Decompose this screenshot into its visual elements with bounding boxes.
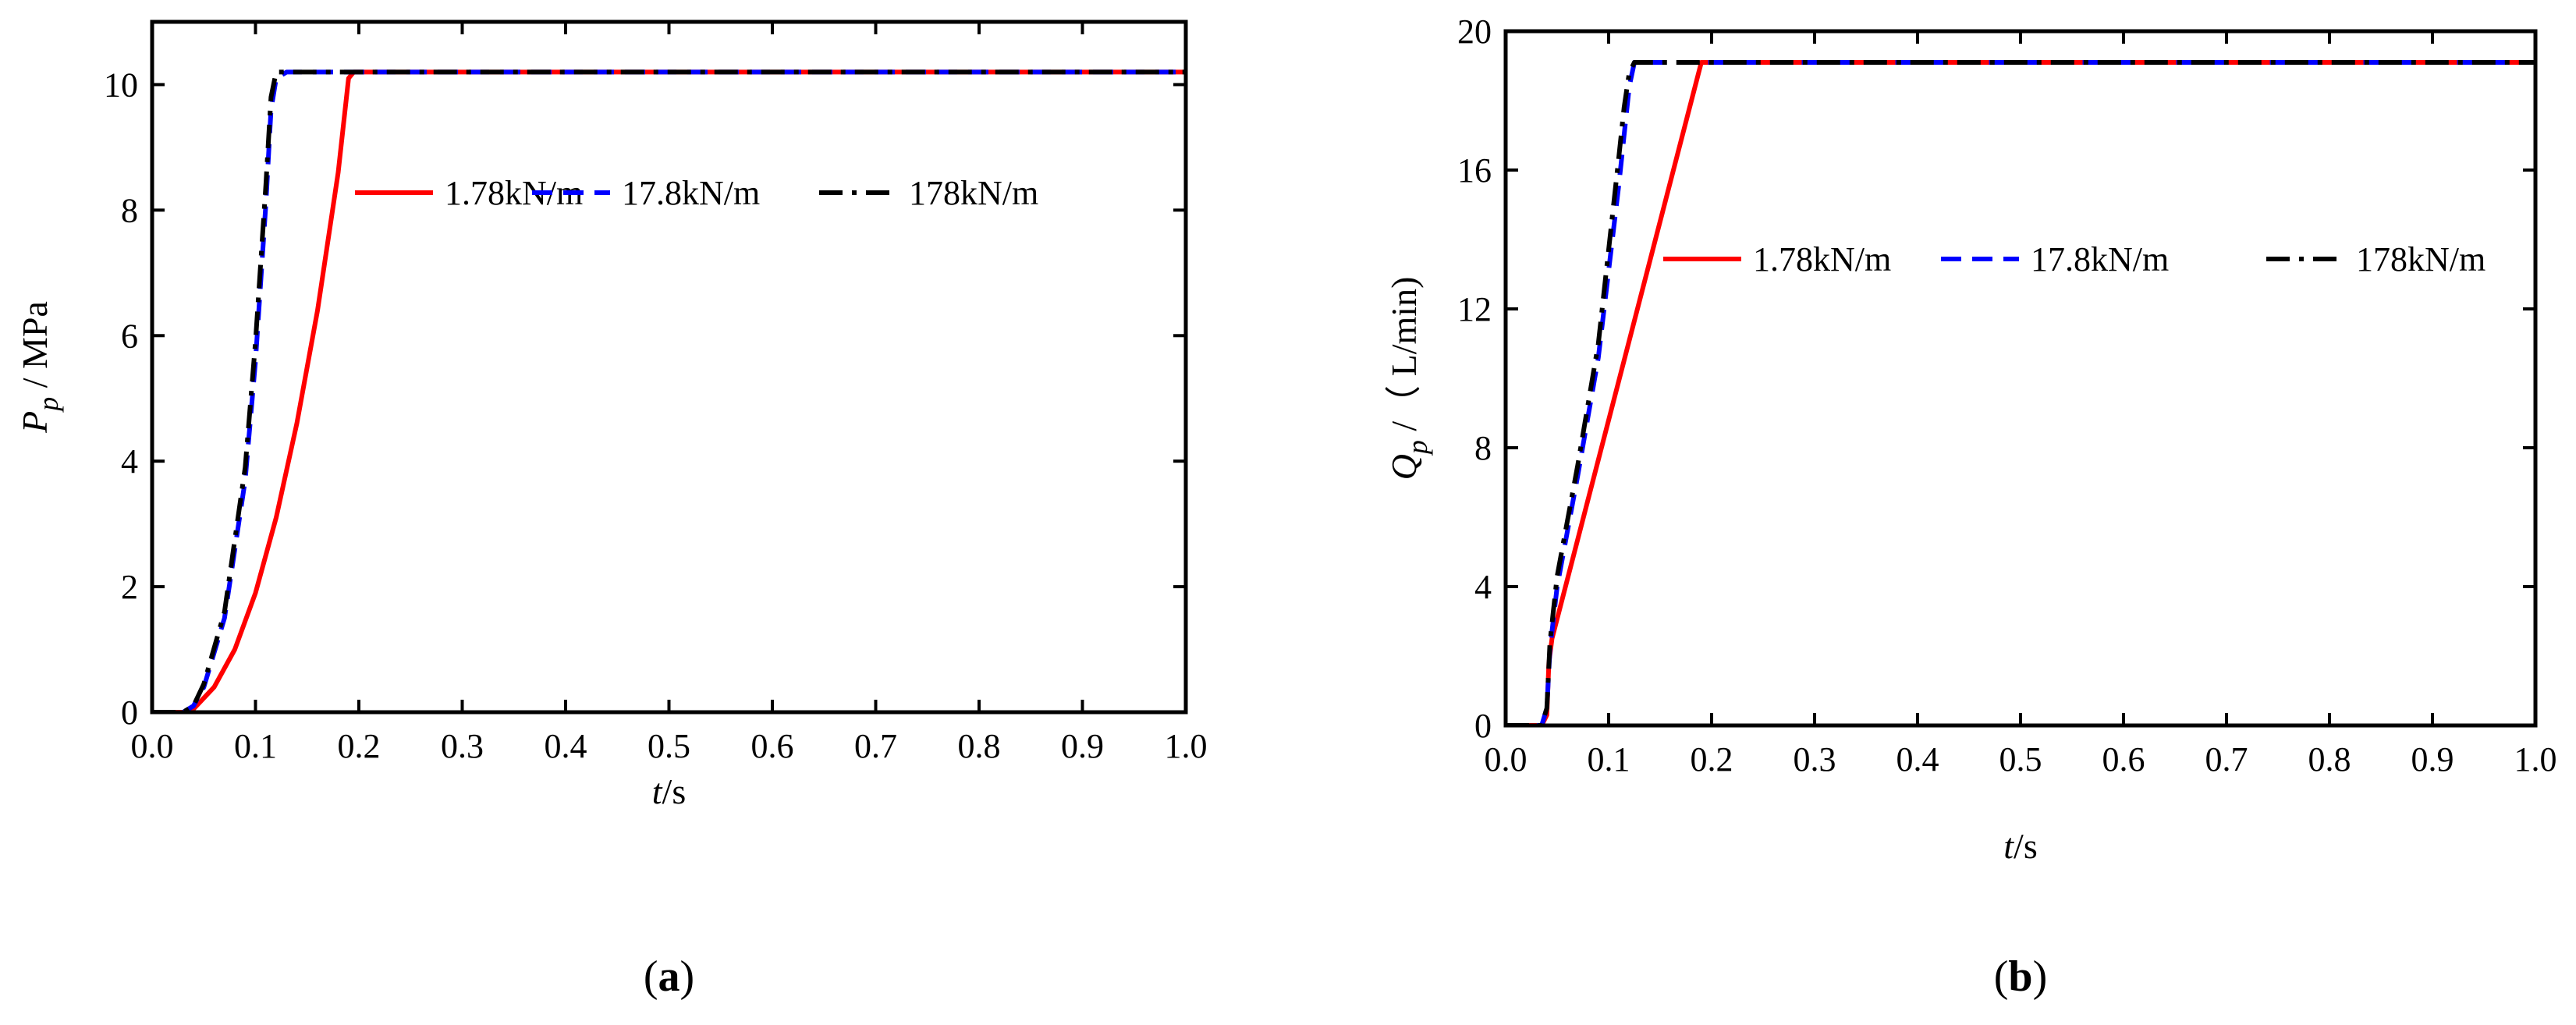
series-line-1: [1506, 60, 2535, 725]
x-tick-label: 0.7: [854, 727, 897, 765]
y-tick-label: 8: [1474, 429, 1492, 467]
x-tick-label: 0.7: [2205, 740, 2248, 779]
series-line-3: [152, 69, 1186, 712]
legend-label-1: 1.78kN/m: [445, 174, 583, 212]
x-axis-label: t/s: [2003, 826, 2037, 866]
x-tick-label: 1.0: [2514, 740, 2557, 779]
x-tick-label: 0.6: [2102, 740, 2145, 779]
series-line-3: [1506, 60, 2535, 725]
series-group: [152, 69, 1186, 712]
x-tick-label: 0.1: [1588, 740, 1630, 779]
legend-label-3: 178kN/m: [909, 174, 1038, 212]
x-tick-label: 0.9: [1061, 727, 1104, 765]
chart-panel-2: 0.0 0.1 0.2 0.3 0.4 0.5 0.6 0.7 0.8 0.9 1.0 0 4 8 12 16…: [1384, 12, 2557, 1001]
legend-label-1: 1.78kN/m: [1753, 240, 1891, 278]
x-tick-label: 0.3: [1794, 740, 1836, 779]
legend-label-2: 17.8kN/m: [622, 174, 760, 212]
legend-label-2: 17.8kN/m: [2031, 240, 2169, 278]
y-tick-label: 16: [1457, 151, 1492, 190]
y-tick-label: 8: [121, 191, 138, 229]
series-line-2: [1506, 60, 2535, 725]
x-tick-label: 0.5: [1999, 740, 2042, 779]
y-axis-label: Pp / MPa: [15, 301, 64, 434]
x-tick-label: 0.2: [1691, 740, 1733, 779]
x-tick-label: 0.0: [1485, 740, 1528, 779]
y-tick-label: 4: [121, 442, 138, 481]
x-tick-label: 0.4: [545, 727, 587, 765]
y-tick-label: 4: [1474, 568, 1492, 606]
x-tick-label: 0.2: [338, 727, 381, 765]
legend-label-3: 178kN/m: [2356, 240, 2486, 278]
plot-frame: [1503, 29, 2538, 728]
series-group: [1506, 60, 2535, 725]
x-tick-label: 0.3: [441, 727, 484, 765]
y-tick-label: 0: [1474, 707, 1492, 745]
y-tick-label: 0: [121, 693, 138, 732]
y-tick-label: 20: [1457, 12, 1492, 51]
panel-label: (a): [644, 952, 694, 1001]
x-tick-label: 0.8: [2308, 740, 2351, 779]
x-tick-label: 0.9: [2411, 740, 2454, 779]
x-tick-label: 0.6: [751, 727, 794, 765]
x-tick-label: 1.0: [1165, 727, 1208, 765]
panel-label: (b): [1994, 952, 2047, 1001]
x-tick-label: 0.8: [958, 727, 1001, 765]
x-tick-label: 0.1: [234, 727, 277, 765]
x-axis-label: t/s: [652, 771, 686, 811]
y-tick-label: 6: [121, 317, 138, 355]
y-axis-label: Qp /（ L/min): [1384, 277, 1433, 481]
x-tick-label: 0.5: [648, 727, 690, 765]
series-line-1: [152, 69, 1186, 712]
chart-panel-1: 0.0 0.1 0.2 0.3 0.4 0.5 0.6 0.7 0.8 0.9 1.0 0 2 4 6 8 10…: [15, 20, 1208, 1001]
x-tick-label: 0.0: [131, 727, 174, 765]
series-line-2: [152, 69, 1186, 712]
x-tick-label: 0.4: [1897, 740, 1939, 779]
y-tick-label: 12: [1457, 290, 1492, 328]
y-tick-label: 2: [121, 568, 138, 606]
y-tick-label: 10: [104, 66, 138, 104]
